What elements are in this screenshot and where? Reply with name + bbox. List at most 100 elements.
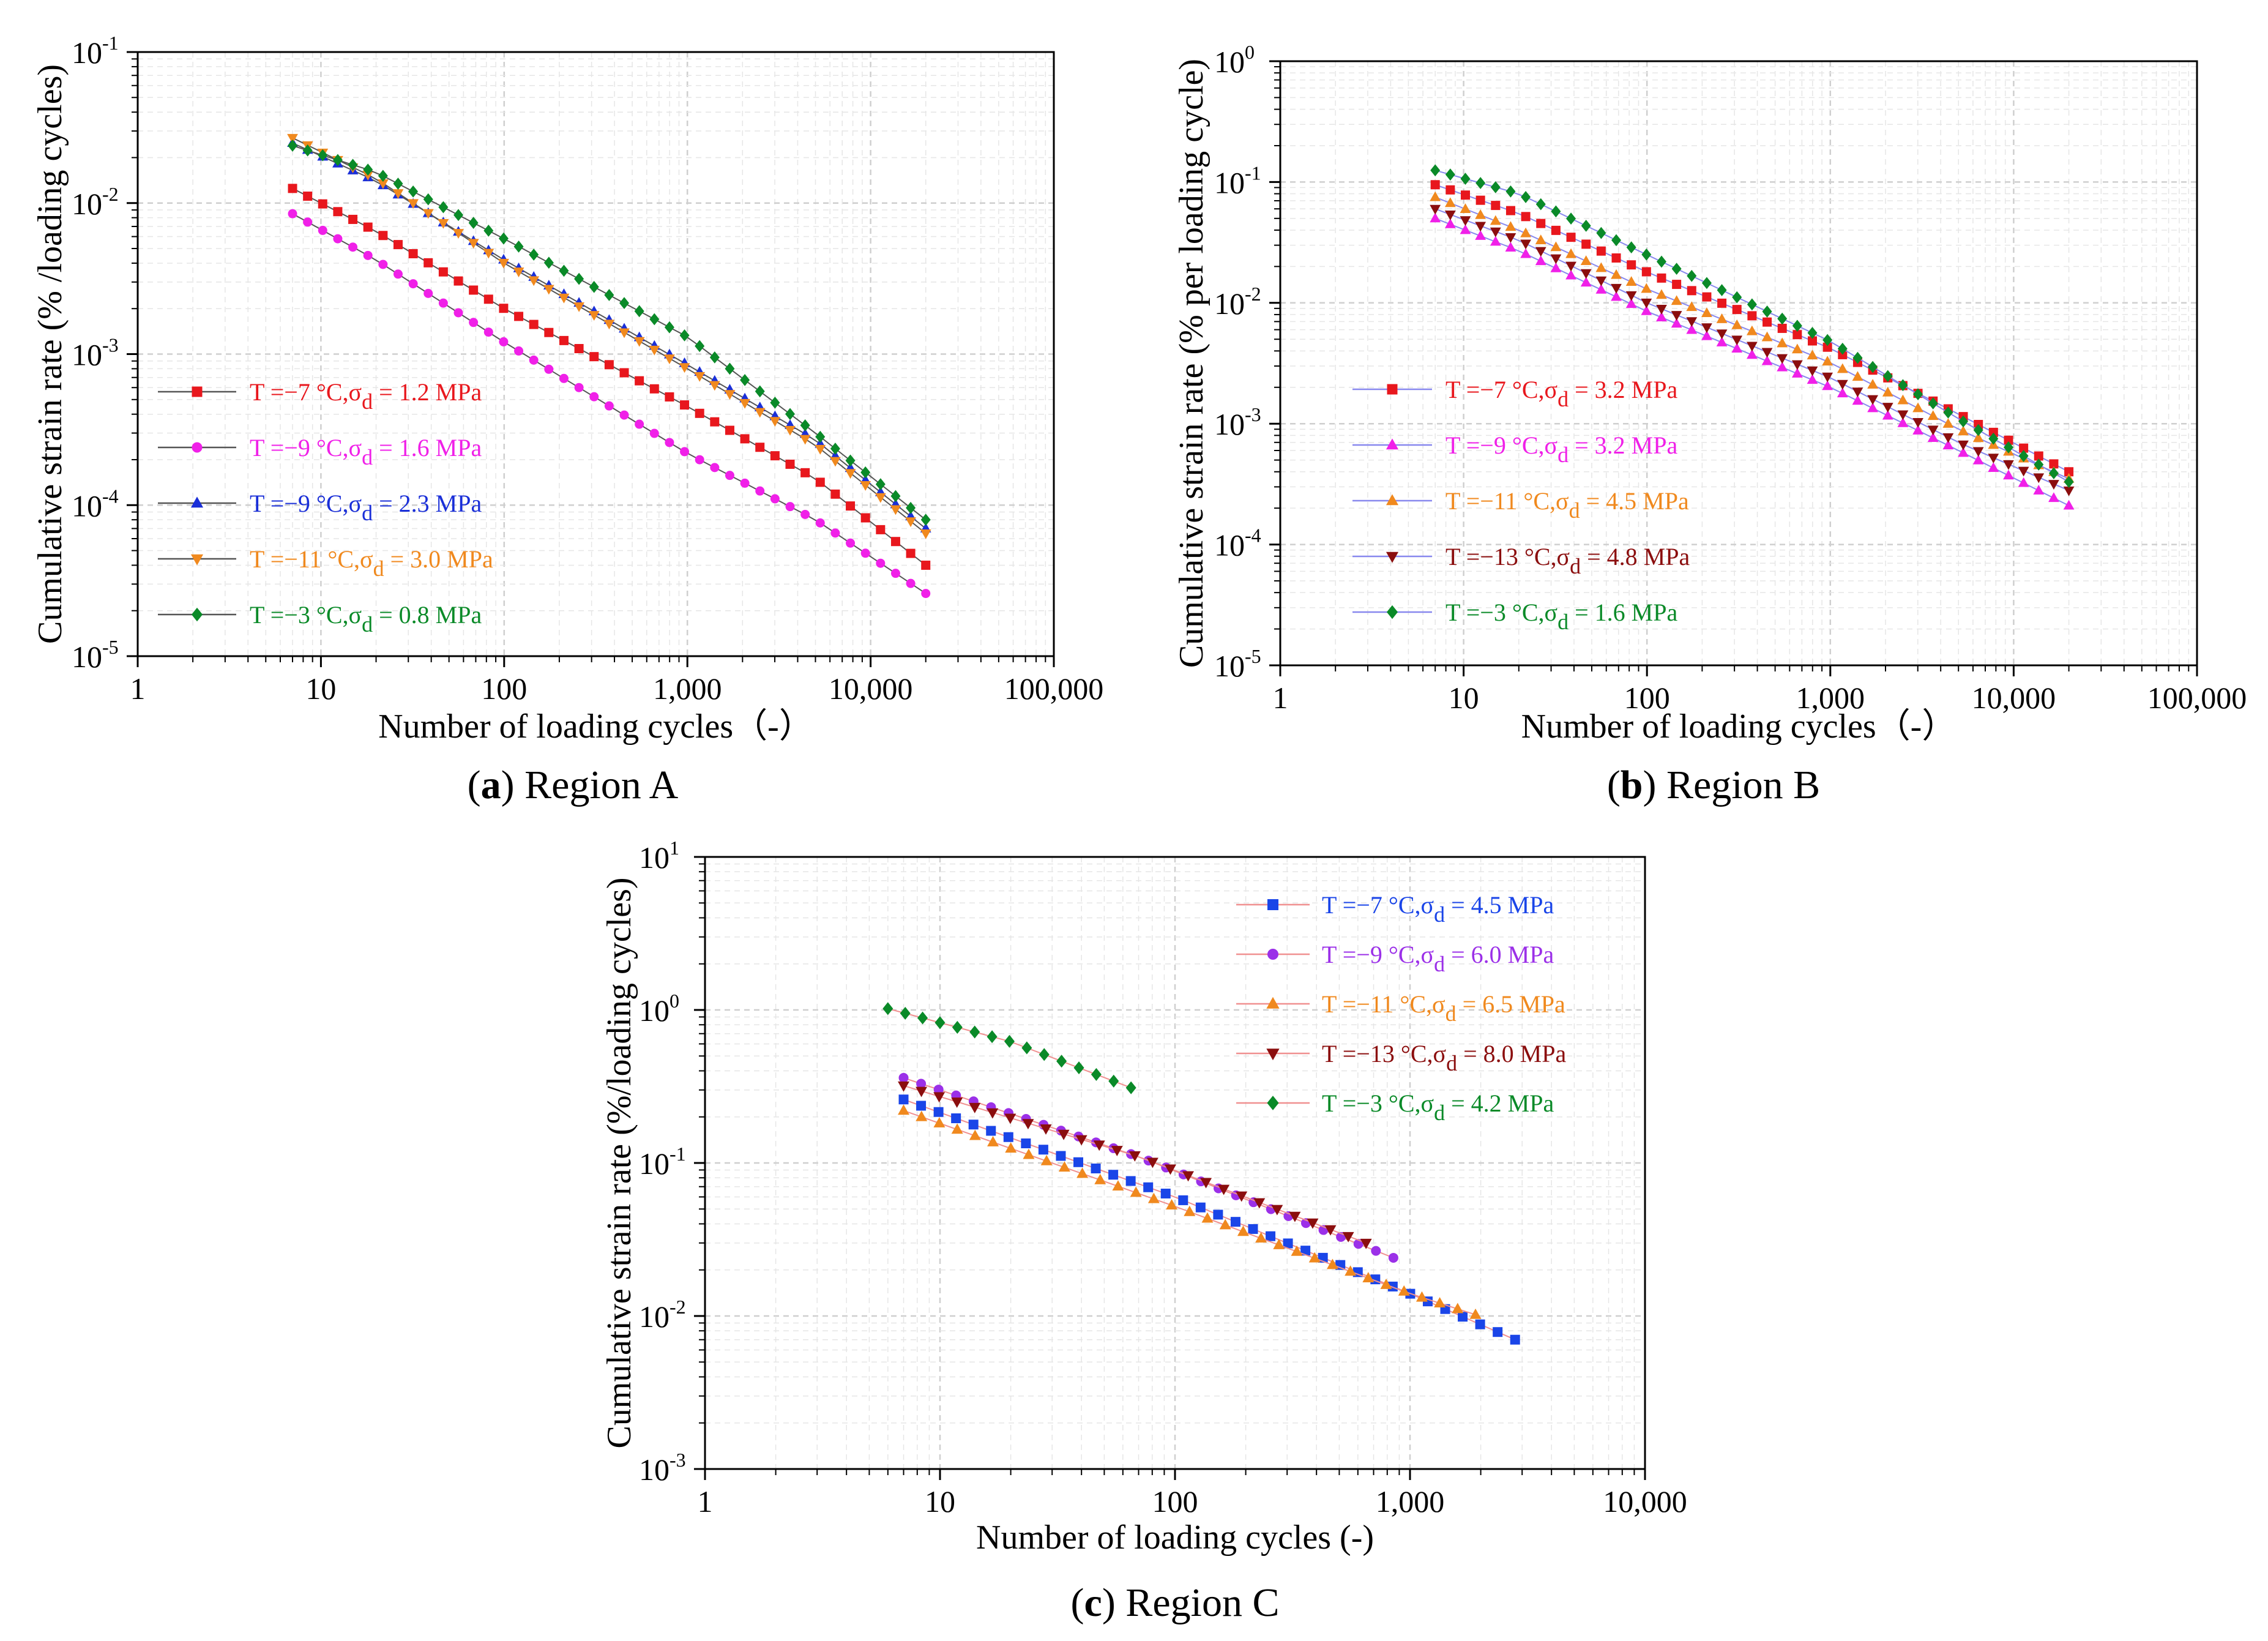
data-point	[1521, 191, 1531, 203]
x-tick-label: 100,000	[2147, 681, 2247, 715]
data-point	[754, 408, 766, 418]
data-point	[1671, 318, 1682, 328]
data-point	[1746, 342, 1758, 352]
data-point	[860, 466, 871, 479]
data-point	[1807, 366, 1818, 376]
data-point	[1073, 1061, 1084, 1075]
data-point	[1596, 226, 1606, 239]
data-point	[739, 398, 751, 409]
data-point	[755, 385, 765, 398]
data-point	[1112, 1180, 1124, 1191]
data-point	[1852, 387, 1863, 398]
data-point	[987, 1030, 998, 1044]
data-point	[1882, 409, 1893, 420]
data-point	[1491, 201, 1501, 211]
data-point	[649, 313, 660, 326]
data-point	[740, 434, 750, 444]
legend-label-main: T =−13 °C,σ	[1322, 1040, 1446, 1067]
y-tick-exponent: 0	[1245, 41, 1255, 63]
data-point	[423, 193, 433, 206]
ticks	[694, 856, 1646, 1480]
data-point	[1672, 280, 1682, 290]
data-point	[1178, 1195, 1188, 1205]
legend-label: T =−13 °C,σd = 8.0 MPa	[1322, 1040, 1566, 1075]
data-point	[2033, 484, 2045, 495]
data-point	[1581, 219, 1591, 232]
data-point	[1218, 1184, 1230, 1195]
legend-label-sub: d	[1445, 1001, 1457, 1026]
data-point	[755, 486, 765, 496]
data-point	[769, 417, 781, 427]
data-point	[1021, 1138, 1031, 1148]
data-point	[513, 267, 524, 278]
legend-label-sub: d	[1557, 387, 1569, 411]
data-point	[934, 1016, 946, 1030]
legend-label-sub: d	[362, 445, 373, 469]
data-point	[423, 288, 433, 298]
data-point	[770, 396, 780, 409]
data-point	[1125, 1081, 1136, 1094]
data-point	[333, 234, 343, 244]
data-point	[1807, 326, 1818, 339]
data-point	[1912, 402, 1923, 413]
data-point	[2063, 499, 2075, 510]
y-axis-title: Cumulative strain rate (%/loading cycles…	[600, 877, 638, 1448]
y-tick-label: 10-2	[639, 1296, 686, 1334]
y-tick-label: 10-1	[1214, 162, 1261, 200]
y-tick-exponent: -2	[102, 183, 119, 205]
data-point	[969, 1102, 981, 1113]
data-point	[1671, 295, 1682, 305]
data-point	[1581, 239, 1591, 249]
data-point	[1626, 241, 1636, 253]
data-point	[1747, 311, 1757, 321]
legend-label-sub: d	[1434, 902, 1445, 927]
data-point	[1164, 1164, 1176, 1175]
data-point	[1510, 1334, 1520, 1345]
data-point	[1360, 1238, 1372, 1249]
data-point	[468, 239, 479, 249]
data-point	[770, 494, 780, 504]
x-tick-label: 1,000	[1796, 681, 1865, 715]
data-point	[1430, 204, 1441, 215]
x-axis-title: Number of loading cycles（-）	[1521, 708, 1957, 746]
data-point	[1717, 298, 1727, 308]
data-point	[603, 320, 615, 330]
data-point	[830, 443, 840, 455]
data-point	[2018, 466, 2029, 477]
data-point	[543, 285, 554, 295]
series-line	[292, 144, 927, 520]
data-point	[604, 289, 614, 301]
data-point	[1761, 331, 1773, 342]
data-point	[876, 525, 886, 534]
panel-caption: (b) Region B	[1607, 763, 1820, 807]
legend-label: T =−9 °C,σd = 2.3 MPa	[250, 490, 482, 525]
data-point	[408, 249, 418, 258]
x-tick-label: 10,000	[1972, 681, 2056, 715]
data-point	[1972, 454, 1984, 465]
data-point	[1108, 1170, 1119, 1180]
data-point	[1761, 348, 1773, 358]
data-point	[649, 384, 659, 394]
data-point	[1927, 425, 1939, 436]
data-point	[303, 191, 313, 201]
data-point	[1444, 210, 1456, 220]
legend-label-sub: d	[362, 389, 373, 414]
data-point	[1307, 1218, 1319, 1229]
legend-label-main: T =−9 °C,σ	[1322, 941, 1434, 968]
data-point	[453, 209, 464, 222]
data-point	[1852, 351, 1863, 364]
data-point	[709, 381, 720, 391]
data-point	[333, 207, 343, 217]
data-point	[1867, 402, 1879, 413]
data-point	[1627, 260, 1636, 270]
legend-entry: T =−9 °C,σd = 2.3 MPa	[158, 490, 482, 525]
legend-label: T =−3 °C,σd = 1.6 MPa	[1445, 599, 1677, 634]
data-point	[882, 1002, 893, 1015]
data-point	[1958, 425, 1969, 436]
data-point	[1444, 218, 1456, 228]
data-point	[815, 477, 825, 487]
legend-marker	[191, 607, 203, 622]
data-point	[898, 1072, 909, 1083]
data-point	[987, 1135, 999, 1146]
caption-text: ) Region B	[1643, 763, 1821, 807]
